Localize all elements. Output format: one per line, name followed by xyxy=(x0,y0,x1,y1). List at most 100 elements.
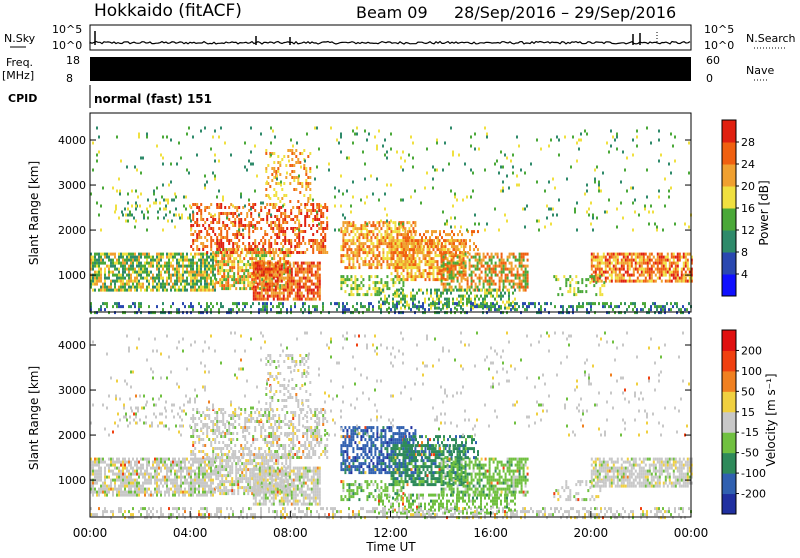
range-gate-cell xyxy=(126,262,128,265)
range-gate-cell xyxy=(479,262,481,265)
range-gate-cell xyxy=(307,298,309,301)
range-gate-cell xyxy=(440,292,442,295)
range-gate-cell xyxy=(656,308,658,311)
range-gate-cell xyxy=(184,256,186,259)
range-gate-cell xyxy=(318,248,320,251)
range-gate-cell xyxy=(370,224,372,227)
range-gate-cell xyxy=(278,218,280,221)
range-gate-cell xyxy=(683,256,685,259)
range-gate-cell xyxy=(402,151,404,154)
range-gate-cell xyxy=(261,283,263,286)
range-gate-cell xyxy=(340,260,342,263)
range-gate-cell xyxy=(198,289,200,292)
range-gate-cell xyxy=(206,289,208,292)
range-gate-cell xyxy=(433,260,435,263)
range-gate-cell xyxy=(194,262,196,265)
range-gate-cell xyxy=(619,277,621,280)
range-gate-cell xyxy=(283,277,285,280)
range-gate-cell xyxy=(405,266,407,269)
range-gate-cell xyxy=(486,295,488,298)
range-gate-cell xyxy=(544,302,546,305)
range-gate-cell xyxy=(140,305,142,308)
range-gate-cell xyxy=(192,283,194,286)
range-gate-cell xyxy=(607,253,609,256)
range-gate-cell xyxy=(308,215,310,218)
range-gate-cell xyxy=(432,166,434,169)
range-gate-cell xyxy=(376,178,378,181)
range-gate-cell xyxy=(410,224,412,227)
range-gate-cell xyxy=(478,289,480,292)
range-gate-cell xyxy=(433,278,435,281)
range-gate-cell xyxy=(238,245,240,248)
range-gate-cell xyxy=(236,230,238,233)
range-gate-cell xyxy=(439,254,441,257)
range-gate-cell xyxy=(234,242,236,245)
range-gate-cell xyxy=(610,302,612,305)
range-gate-cell xyxy=(238,214,240,217)
range-gate-cell xyxy=(502,187,504,190)
range-gate-cell xyxy=(370,242,372,245)
range-gate-cell xyxy=(374,236,376,239)
range-gate-cell xyxy=(269,295,271,298)
range-gate-cell xyxy=(255,298,257,301)
range-gate-cell xyxy=(555,278,557,281)
range-gate-cell xyxy=(402,292,404,295)
range-gate-cell xyxy=(307,155,309,158)
range-gate-cell xyxy=(143,214,145,217)
range-gate-cell xyxy=(290,209,292,212)
range-gate-cell xyxy=(94,458,96,461)
range-gate-cell xyxy=(130,286,132,289)
range-gate-cell xyxy=(515,274,517,277)
range-gate-cell xyxy=(287,254,289,257)
range-gate-cell xyxy=(272,221,274,224)
range-gate-cell xyxy=(168,274,170,277)
range-gate-cell xyxy=(490,302,492,305)
range-gate-cell xyxy=(322,230,324,233)
range-gate-cell xyxy=(164,283,166,286)
range-gate-cell xyxy=(212,256,214,259)
range-gate-cell xyxy=(104,274,106,277)
range-gate-cell xyxy=(395,269,397,272)
range-gate-cell xyxy=(299,277,301,280)
range-gate-cell xyxy=(417,251,419,254)
colorbar-tick-label: 12 xyxy=(741,224,755,237)
range-gate-cell xyxy=(412,298,414,301)
range-gate-cell xyxy=(180,280,182,283)
range-gate-cell xyxy=(186,265,188,268)
range-gate-cell xyxy=(573,293,575,296)
range-gate-cell xyxy=(246,212,248,215)
range-gate-cell xyxy=(206,268,208,271)
colorbar-tick-label: 24 xyxy=(741,158,755,171)
range-gate-cell xyxy=(108,286,110,289)
range-gate-cell xyxy=(647,280,649,283)
range-gate-cell xyxy=(517,283,519,286)
range-gate-cell xyxy=(660,308,662,311)
range-gate-cell xyxy=(218,203,220,206)
range-gate-cell xyxy=(92,283,94,286)
range-gate-cell xyxy=(670,302,672,305)
range-gate-cell xyxy=(641,274,643,277)
range-gate-cell xyxy=(683,253,685,256)
range-gate-cell xyxy=(242,308,244,311)
range-gate-cell xyxy=(350,290,352,293)
range-gate-cell xyxy=(244,305,246,308)
range-gate-cell xyxy=(214,175,216,178)
range-gate-cell xyxy=(649,262,651,265)
range-gate-cell xyxy=(148,286,150,289)
range-gate-cell xyxy=(227,257,229,260)
range-gate-cell xyxy=(224,224,226,227)
range-gate-cell xyxy=(659,262,661,265)
range-gate-cell xyxy=(254,245,256,248)
range-gate-cell xyxy=(148,262,150,265)
range-gate-cell xyxy=(441,245,443,248)
range-gate-cell xyxy=(457,280,459,283)
range-gate-cell xyxy=(418,308,420,311)
range-gate-cell xyxy=(396,292,398,295)
range-gate-cell xyxy=(621,268,623,271)
range-gate-cell xyxy=(525,265,527,268)
range-gate-cell xyxy=(558,154,560,157)
range-gate-cell xyxy=(397,263,399,266)
range-gate-cell xyxy=(206,262,208,265)
range-gate-cell xyxy=(283,295,285,298)
range-gate-cell xyxy=(295,271,297,274)
